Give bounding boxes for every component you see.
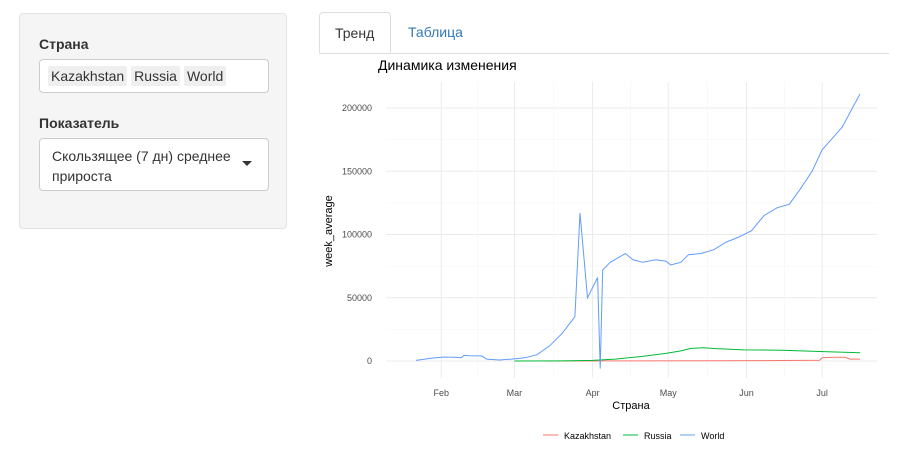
x-axis-label: Страна xyxy=(612,400,650,412)
country-tag-kazakhstan[interactable]: Kazakhstan xyxy=(48,66,128,86)
x-tick-label: Apr xyxy=(586,388,600,398)
chart-legend: Kazakhstan Russia World xyxy=(543,431,724,441)
country-tag-world[interactable]: World xyxy=(183,66,227,86)
sidebar-panel: Страна Kazakhstan Russia World Показатель … xyxy=(19,13,287,229)
tab-trend[interactable]: Тренд xyxy=(319,12,391,53)
x-tick-label: Mar xyxy=(507,388,523,398)
y-tick-label: 200000 xyxy=(342,103,372,113)
indicator-label: Показатель xyxy=(39,115,120,131)
series-line-world xyxy=(415,93,861,369)
x-tick-label: Feb xyxy=(433,388,449,398)
y-tick-label: 50000 xyxy=(347,293,372,303)
legend-label-kazakhstan: Kazakhstan xyxy=(564,431,611,441)
x-tick-label: Jun xyxy=(739,388,754,398)
x-tick-label: May xyxy=(660,388,678,398)
legend-label-russia: Russia xyxy=(644,431,672,441)
y-tick-label: 150000 xyxy=(342,166,372,176)
tab-table[interactable]: Таблица xyxy=(408,24,463,40)
chart-title: Динамика изменения xyxy=(378,57,517,73)
y-axis-label: week_average xyxy=(323,195,335,268)
country-tag-russia[interactable]: Russia xyxy=(131,66,180,86)
country-label: Страна xyxy=(39,36,89,52)
y-tick-label: 100000 xyxy=(342,230,372,240)
chart-grid xyxy=(386,82,877,378)
series-line-russia xyxy=(514,347,861,362)
legend-label-world: World xyxy=(701,431,724,441)
tab-bar: Тренд Таблица xyxy=(319,12,889,54)
series-line-kazakhstan xyxy=(547,356,860,362)
y-tick-label: 0 xyxy=(367,356,372,366)
indicator-select[interactable]: Скользящее (7 дн) среднее прироста xyxy=(39,138,269,191)
country-multiselect[interactable]: Kazakhstan Russia World xyxy=(39,59,269,93)
x-tick-label: Jul xyxy=(816,388,828,398)
chart-series xyxy=(415,93,861,369)
indicator-selected-value: Скользящее (7 дн) среднее прироста xyxy=(52,148,231,184)
chevron-down-icon xyxy=(242,161,252,166)
chart-ticks: 0 50000 100000 150000 200000 Feb Mar Apr May Jun J… xyxy=(342,103,828,398)
